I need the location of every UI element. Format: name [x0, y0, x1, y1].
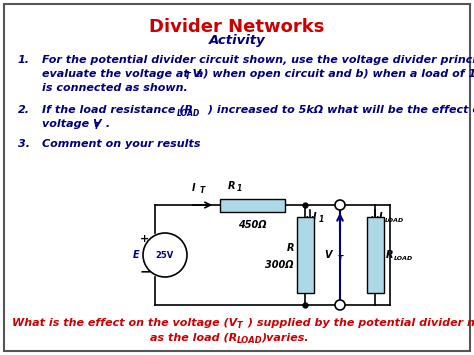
Text: For the potential divider circuit shown, use the voltage divider principle to: For the potential divider circuit shown,…: [42, 55, 474, 65]
Text: T: T: [237, 321, 243, 330]
Text: V: V: [325, 250, 332, 260]
Circle shape: [335, 300, 345, 310]
Text: T: T: [338, 255, 343, 263]
Text: T: T: [94, 122, 100, 131]
Text: E: E: [132, 250, 139, 260]
Bar: [367, 217, 384, 293]
Text: evaluate the voltage at V: evaluate the voltage at V: [42, 69, 201, 79]
Text: 1: 1: [319, 215, 324, 224]
Text: as the load (R: as the load (R: [150, 333, 237, 343]
Text: +: +: [140, 234, 150, 244]
Text: 300Ω: 300Ω: [265, 260, 294, 270]
Text: LOAD: LOAD: [237, 336, 263, 345]
Text: R: R: [386, 250, 393, 260]
Circle shape: [335, 200, 345, 210]
Text: 2.: 2.: [18, 105, 30, 115]
Text: 3.: 3.: [18, 139, 30, 149]
Text: 25V: 25V: [156, 251, 174, 260]
Text: .: .: [102, 119, 110, 129]
Text: R: R: [228, 181, 235, 191]
Text: )varies.: )varies.: [261, 333, 309, 343]
Text: is connected as shown.: is connected as shown.: [42, 83, 188, 93]
Text: 1.: 1.: [18, 55, 30, 65]
Text: LOAD: LOAD: [394, 257, 413, 262]
Text: If the load resistance (R: If the load resistance (R: [42, 105, 193, 115]
Text: I: I: [313, 212, 317, 222]
Text: T: T: [185, 72, 191, 81]
Text: Divider Networks: Divider Networks: [149, 18, 325, 36]
Text: LOAD: LOAD: [385, 218, 404, 224]
Bar: [297, 217, 314, 293]
Text: Activity: Activity: [209, 34, 265, 47]
Text: 1: 1: [237, 184, 242, 193]
Bar: [220, 199, 285, 212]
Text: I: I: [379, 212, 383, 222]
Text: LOAD: LOAD: [177, 109, 201, 118]
Text: What is the effect on the voltage (V: What is the effect on the voltage (V: [12, 318, 237, 328]
Text: I: I: [192, 183, 196, 193]
Text: 2: 2: [302, 246, 307, 256]
Text: −: −: [139, 264, 151, 278]
Text: 450Ω: 450Ω: [238, 220, 266, 230]
Text: ) supplied by the potential divider network: ) supplied by the potential divider netw…: [244, 318, 474, 328]
Text: R: R: [286, 243, 294, 253]
Text: T: T: [200, 186, 205, 195]
Text: voltage V: voltage V: [42, 119, 101, 129]
Text: a) when open circuit and b) when a load of 1000Ω: a) when open circuit and b) when a load …: [192, 69, 474, 79]
Text: ) increased to 5kΩ what will be the effect on the: ) increased to 5kΩ what will be the effe…: [204, 105, 474, 115]
Text: Comment on your results: Comment on your results: [42, 139, 201, 149]
